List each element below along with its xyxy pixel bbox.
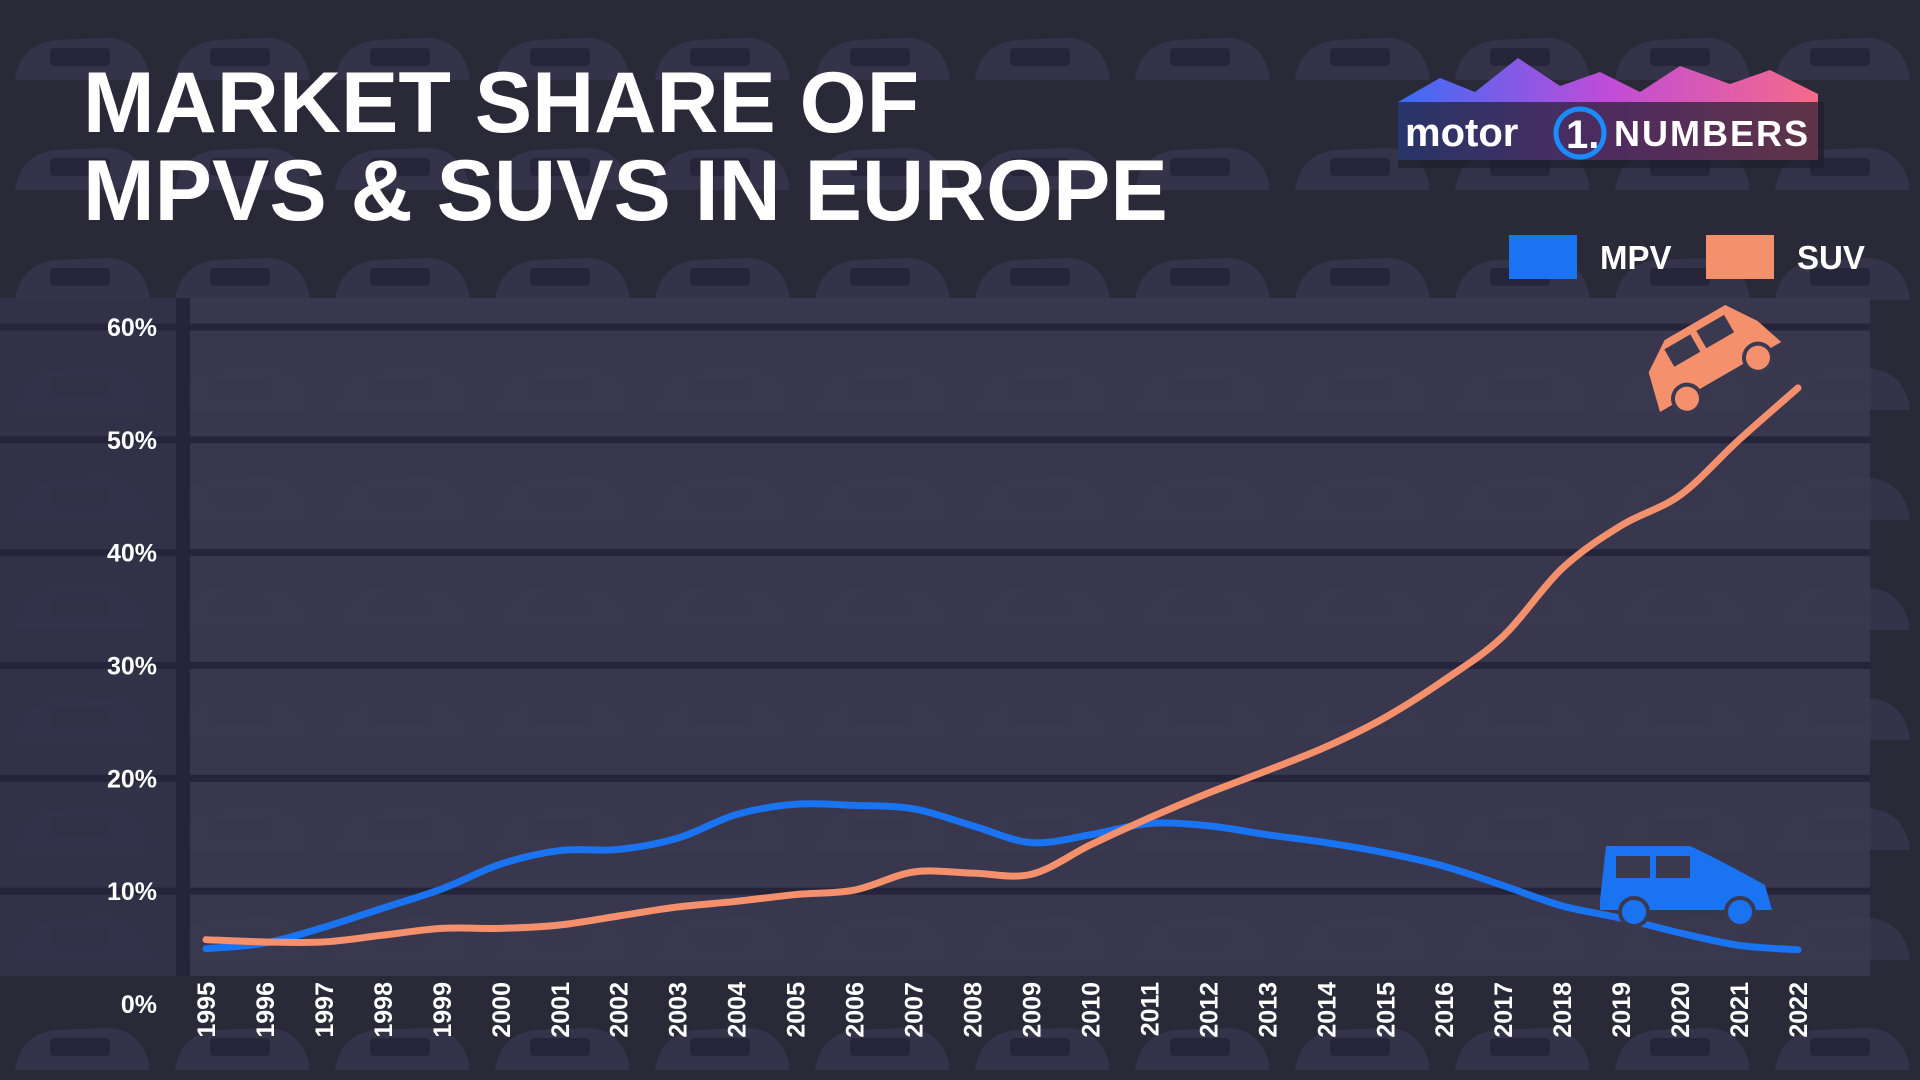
x-tick-label: 2011 (1136, 982, 1164, 1036)
x-tick-label: 2022 (1785, 982, 1813, 1038)
mpv-wheel (1618, 896, 1650, 928)
y-tick-label: 10% (107, 878, 157, 906)
mpv-window (1616, 856, 1650, 878)
legend-label: MPV (1600, 239, 1672, 276)
x-tick-label: 2006 (842, 982, 870, 1038)
logo-ring (1553, 106, 1607, 160)
x-tick-label: 1995 (193, 982, 221, 1038)
chart-title: MPVS & SUVS IN EUROPE (83, 143, 1168, 239)
y-tick-label: 20% (107, 765, 157, 793)
axes: 0% 10% 20% 30% 40% 50% 60% 1995 1996 1997 1998 1999… (107, 314, 1813, 1038)
x-tick-label: 2016 (1431, 982, 1459, 1038)
x-tick-label: 2002 (606, 982, 634, 1038)
x-tick-label: 2007 (901, 982, 929, 1038)
legend-label: SUV (1797, 239, 1865, 276)
suv-wheel (1741, 341, 1774, 374)
lines (202, 384, 1802, 954)
y-tick-label: 50% (107, 427, 157, 455)
x-tick-label: 2021 (1726, 982, 1754, 1038)
grid (0, 298, 1870, 976)
x-tick-label: 1999 (429, 982, 457, 1038)
suv-window (1664, 334, 1701, 367)
legend: MPV SUV (1509, 235, 1865, 279)
mpv-wheel (1724, 896, 1756, 928)
x-tick-label: 2020 (1667, 982, 1695, 1038)
legend-swatch (1706, 235, 1774, 279)
x-tick-label: 1997 (311, 982, 339, 1038)
x-tick-label: 2013 (1254, 982, 1282, 1038)
x-tick-label: 2019 (1608, 982, 1636, 1038)
x-tick-label: 2015 (1372, 982, 1400, 1038)
series-line (202, 800, 1802, 954)
x-tick-label: 2010 (1077, 982, 1105, 1038)
mpv-icon (1600, 846, 1772, 928)
x-tick-label: 2004 (724, 982, 752, 1038)
plot-area (190, 298, 1870, 976)
y-tick-label: 30% (107, 653, 157, 681)
x-tick-label: 2018 (1549, 982, 1577, 1038)
x-tick-label: 2001 (547, 982, 575, 1038)
x-tick-label: 2008 (960, 982, 988, 1038)
y-axis-band (176, 298, 190, 976)
y-tick-label: 60% (107, 314, 157, 342)
logo-number: 1. (1566, 113, 1599, 157)
x-tick-label: 2014 (1313, 982, 1341, 1038)
x-tick-label: 2017 (1490, 982, 1518, 1038)
x-tick-label: 2000 (488, 982, 516, 1038)
x-tick-label: 2005 (783, 982, 811, 1038)
chart-title: MARKET SHARE OF (83, 55, 919, 151)
logo-product: NUMBERS (1614, 113, 1810, 154)
x-tick-label: 1996 (252, 982, 280, 1038)
mpv-window (1656, 856, 1690, 878)
y-tick-label: 0% (121, 991, 157, 1019)
x-tick-label: 2009 (1018, 982, 1046, 1038)
x-tick-label: 1998 (370, 982, 398, 1038)
logo-band (1398, 102, 1824, 168)
logo: motor 1. NUMBERS (1398, 58, 1824, 168)
y-tick-label: 40% (107, 540, 157, 568)
logo-brand: motor (1405, 111, 1518, 155)
suv-window (1696, 314, 1735, 349)
suv-icon (1648, 305, 1782, 415)
x-tick-label: 2012 (1195, 982, 1223, 1038)
series-line (202, 384, 1802, 947)
x-tick-label: 2003 (665, 982, 693, 1038)
suv-wheel (1670, 382, 1703, 415)
legend-swatch (1509, 235, 1577, 279)
